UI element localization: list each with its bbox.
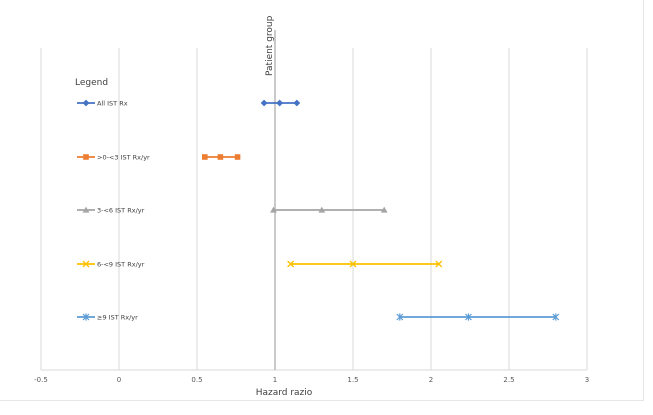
legend-item-4: ≥9 IST Rx/yr [77, 313, 138, 321]
point-estimate-marker [318, 206, 326, 213]
series-row-2 [270, 206, 388, 213]
ci-bound-marker [270, 206, 277, 213]
legend-label: 3-<6 IST Rx/yr [97, 206, 145, 214]
x-tick-label: 3 [585, 376, 589, 384]
x-tick-label: 2 [429, 376, 433, 384]
legend-item-3: 6-<9 IST Rx/yr [77, 260, 145, 268]
y-axis-title: Patient group [265, 15, 275, 76]
x-tick-label: 0 [117, 376, 121, 384]
legend-swatch-marker [83, 154, 89, 160]
ci-bound-marker [202, 154, 208, 160]
legend-label: 6-<9 IST Rx/yr [97, 260, 145, 268]
x-tick-label: -0.5 [34, 376, 48, 384]
legend-item-2: 3-<6 IST Rx/yr [77, 206, 145, 214]
x-tick-label: 2.5 [503, 376, 514, 384]
x-tick-label: 0.5 [191, 376, 202, 384]
legend: All IST Rx >0-<3 IST Rx/yr 3-<6 IST Rx/yr 6… [77, 99, 150, 321]
legend-swatch-marker [82, 99, 90, 107]
ci-bound-marker [287, 260, 295, 268]
legend-title: Legend [75, 78, 108, 88]
x-axis-title: Hazard razio [256, 388, 313, 398]
ci-bound-marker [234, 154, 241, 160]
legend-label: All IST Rx [97, 99, 128, 107]
point-estimate-marker [217, 154, 224, 160]
ci-bound-marker [380, 206, 388, 213]
legend-label: ≥9 IST Rx/yr [97, 313, 138, 321]
legend-swatch-marker [82, 206, 90, 213]
legend-label: >0-<3 IST Rx/yr [97, 153, 150, 161]
series-row-4 [396, 313, 560, 321]
x-tick-label: 1 [273, 376, 277, 384]
legend-item-1: >0-<3 IST Rx/yr [77, 153, 150, 161]
series-row-3 [287, 260, 443, 268]
legend-swatch-marker [82, 313, 90, 321]
legend-swatch-marker [82, 260, 90, 268]
ci-bound-marker [396, 313, 404, 321]
point-estimate-marker [465, 313, 472, 321]
point-estimate-marker [349, 260, 357, 268]
series-group [202, 99, 560, 321]
ci-bound-marker [293, 99, 301, 107]
x-axis-ticks: -0.5 0 0.5 1 1.5 2 2.5 3 [34, 376, 589, 384]
ci-bound-marker [552, 313, 560, 321]
ci-bound-marker [260, 99, 268, 107]
legend-item-0: All IST Rx [77, 99, 128, 107]
point-estimate-marker [276, 99, 284, 107]
series-row-1 [202, 154, 241, 160]
x-tick-label: 1.5 [347, 376, 358, 384]
series-row-0 [260, 99, 301, 107]
ci-bound-marker [435, 260, 443, 268]
